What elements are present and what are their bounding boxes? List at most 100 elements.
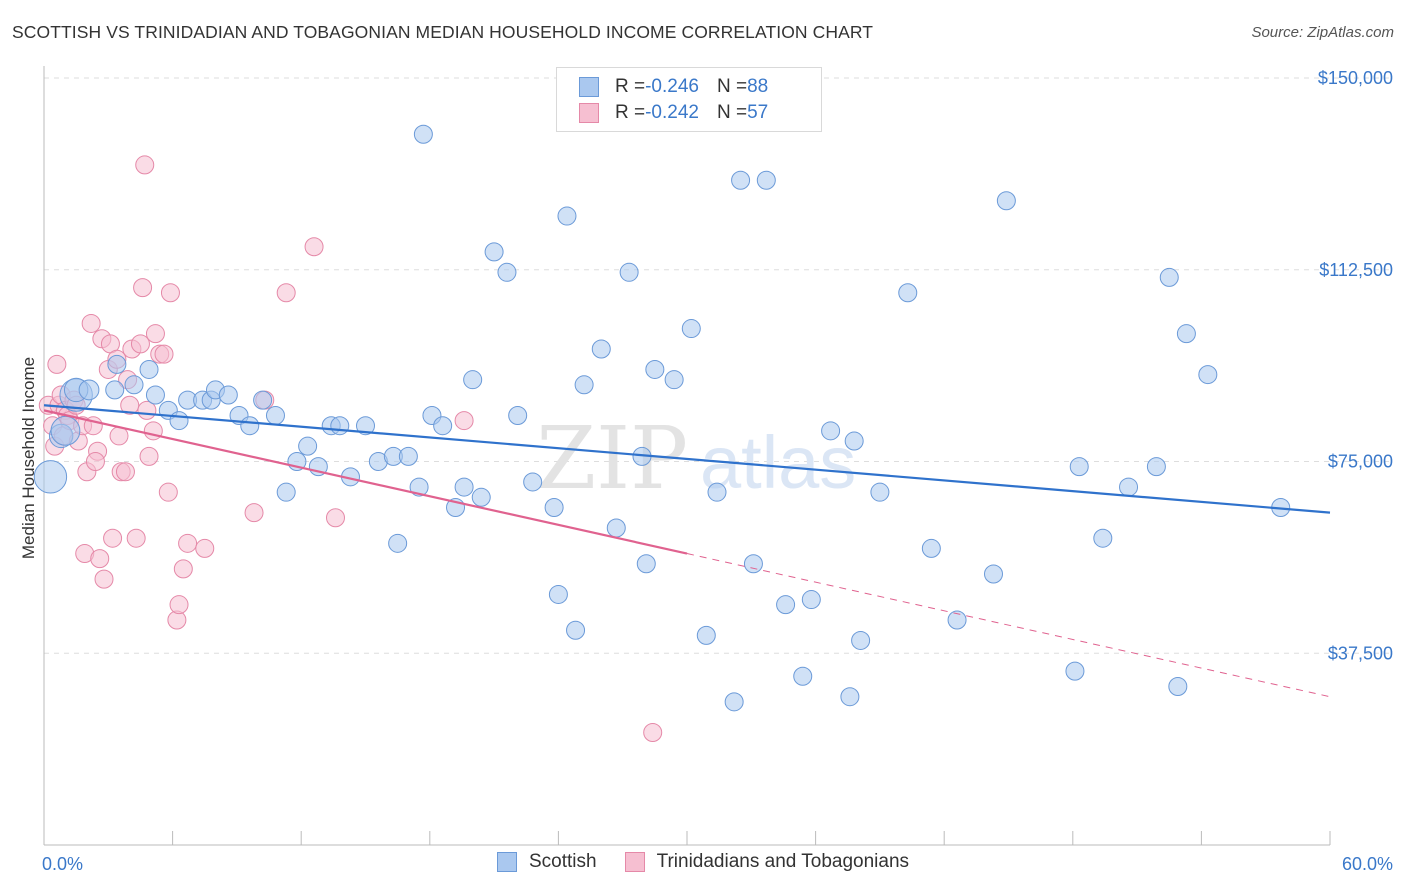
- legend-label-trinidadian: Trinidadians and Tobagonians: [656, 851, 910, 872]
- point-scottish: [433, 416, 453, 436]
- point-trinidadian: [115, 462, 135, 482]
- point-scottish: [636, 554, 656, 574]
- point-scottish: [330, 416, 350, 436]
- point-scottish: [821, 421, 841, 441]
- legend-swatch-scottish: [496, 852, 517, 872]
- point-trinidadian: [454, 411, 474, 431]
- point-scottish: [1146, 457, 1166, 477]
- grid-lines: [44, 77, 1394, 654]
- point-trinidadian: [139, 446, 159, 466]
- point-scottish: [983, 564, 1003, 584]
- point-trinidadian: [81, 313, 101, 333]
- axes: [43, 66, 1331, 846]
- point-scottish: [253, 390, 273, 410]
- correlation-legend: R = -0.246 N = 88 R = -0.242 N = 57: [556, 67, 822, 132]
- point-scottish: [844, 431, 864, 451]
- legend-r-value: -0.242: [645, 102, 699, 123]
- point-scottish: [566, 620, 586, 640]
- point-scottish: [1159, 267, 1179, 287]
- point-trinidadian: [160, 283, 180, 303]
- point-scottish: [454, 477, 474, 497]
- legend-swatch-trinidadian: [624, 852, 645, 872]
- point-scottish: [298, 436, 318, 456]
- point-scottish: [265, 405, 285, 425]
- point-scottish: [105, 380, 125, 400]
- point-trinidadian: [154, 344, 174, 364]
- point-scottish: [731, 170, 751, 190]
- point-trinidadian: [145, 324, 165, 344]
- point-trinidadian: [135, 155, 155, 175]
- series-legend: Scottish Trinidadians and Tobagonians: [0, 851, 1406, 873]
- legend-n-value: 88: [747, 76, 769, 97]
- point-scottish: [276, 482, 296, 502]
- point-scottish: [557, 206, 577, 226]
- axis-labels: $37,500 $75,000 $112,500 $150,000 0.0% 60.0%: [42, 68, 1393, 874]
- legend-row-trinidadian: R = -0.242 N = 57: [579, 100, 768, 126]
- legend-row-scottish: R = -0.246 N = 88: [579, 74, 768, 100]
- legend-r-label: R =: [615, 102, 646, 123]
- point-scottish: [548, 584, 568, 604]
- legend-n-value: 57: [747, 102, 769, 123]
- legend-item-scottish[interactable]: Scottish: [496, 851, 597, 873]
- point-scottish: [1198, 365, 1218, 385]
- legend-swatch-trinidadian: [579, 103, 599, 123]
- point-scottish: [413, 124, 433, 144]
- point-trinidadian: [169, 595, 189, 615]
- y-tick-label: $150,000: [1318, 68, 1393, 88]
- point-scottish: [619, 262, 639, 282]
- point-scottish: [139, 359, 159, 379]
- point-scottish: [947, 610, 967, 630]
- point-scottish: [484, 242, 504, 262]
- point-scottish: [409, 477, 429, 497]
- point-scottish: [1176, 324, 1196, 344]
- point-trinidadian: [103, 528, 123, 548]
- legend-n-label: N =: [716, 76, 748, 97]
- point-scottish: [696, 625, 716, 645]
- point-scottish: [33, 460, 68, 494]
- point-scottish: [1093, 528, 1113, 548]
- point-trinidadian: [244, 503, 264, 523]
- y-tick-label: $37,500: [1328, 643, 1393, 663]
- point-scottish: [645, 359, 665, 379]
- point-scottish: [1168, 676, 1188, 696]
- point-scottish: [664, 370, 684, 390]
- point-trinidadian: [173, 559, 193, 579]
- point-trinidadian: [325, 508, 345, 528]
- y-tick-label: $75,000: [1328, 452, 1393, 472]
- point-scottish: [463, 370, 483, 390]
- point-scottish: [471, 487, 491, 507]
- y-axis-title: Median Household Income: [19, 357, 38, 559]
- point-trinidadian: [85, 452, 105, 471]
- chart-source: Source: ZipAtlas.com: [1251, 24, 1394, 41]
- point-scottish: [801, 590, 821, 610]
- trendline-trinidadian-extrapolated: [686, 553, 1331, 698]
- series-scottish-points: [33, 124, 1291, 712]
- point-scottish: [756, 170, 776, 190]
- legend-r-label: R =: [615, 76, 646, 97]
- point-scottish: [681, 319, 701, 339]
- point-scottish: [356, 416, 375, 436]
- point-scottish: [497, 262, 517, 282]
- point-scottish: [743, 554, 763, 574]
- legend-swatch-scottish: [579, 77, 599, 97]
- point-scottish: [78, 379, 100, 401]
- legend-item-trinidadian[interactable]: Trinidadians and Tobagonians: [624, 851, 910, 873]
- point-scottish: [388, 533, 408, 553]
- point-scottish: [591, 339, 611, 359]
- point-scottish: [218, 385, 238, 405]
- point-scottish: [398, 446, 418, 466]
- point-scottish: [840, 687, 860, 707]
- point-trinidadian: [47, 354, 67, 374]
- point-scottish: [508, 405, 528, 425]
- point-scottish: [898, 283, 918, 303]
- point-trinidadian: [94, 569, 114, 589]
- trendline-scottish: [43, 404, 1331, 514]
- point-trinidadian: [195, 538, 215, 558]
- point-trinidadian: [133, 278, 153, 298]
- x-tick-label: 0.0%: [42, 854, 83, 874]
- point-trinidadian: [126, 528, 146, 548]
- point-scottish: [851, 630, 871, 650]
- point-scottish: [169, 411, 189, 431]
- point-trinidadian: [90, 549, 110, 569]
- point-trinidadian: [178, 533, 198, 553]
